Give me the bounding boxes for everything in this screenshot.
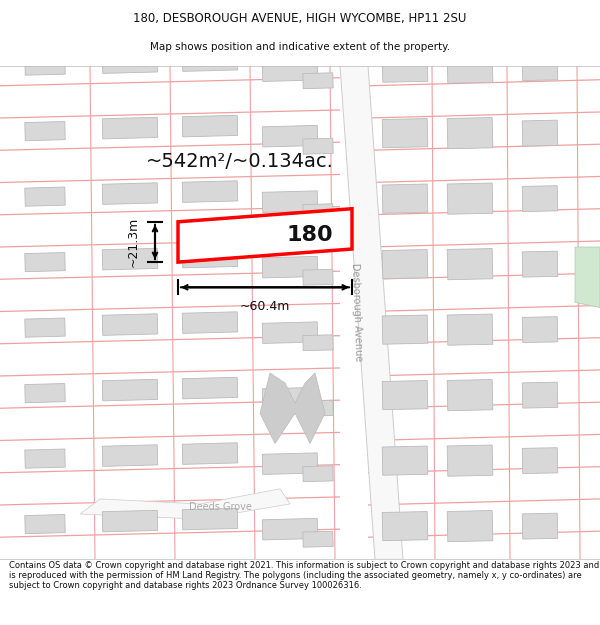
Polygon shape bbox=[262, 322, 318, 344]
Polygon shape bbox=[382, 53, 428, 82]
Text: Map shows position and indicative extent of the property.: Map shows position and indicative extent… bbox=[150, 42, 450, 52]
Polygon shape bbox=[382, 446, 428, 475]
Polygon shape bbox=[182, 378, 238, 399]
Polygon shape bbox=[262, 453, 318, 474]
Polygon shape bbox=[25, 253, 65, 272]
Text: 180, DESBOROUGH AVENUE, HIGH WYCOMBE, HP11 2SU: 180, DESBOROUGH AVENUE, HIGH WYCOMBE, HP… bbox=[133, 12, 467, 25]
Polygon shape bbox=[102, 379, 158, 401]
Polygon shape bbox=[522, 120, 558, 146]
Polygon shape bbox=[25, 384, 65, 402]
Polygon shape bbox=[382, 381, 428, 410]
Polygon shape bbox=[182, 442, 238, 464]
Polygon shape bbox=[25, 318, 65, 338]
Text: Desborough Avenue: Desborough Avenue bbox=[350, 263, 364, 362]
Polygon shape bbox=[522, 186, 558, 212]
Polygon shape bbox=[522, 54, 558, 81]
Polygon shape bbox=[262, 126, 318, 147]
Polygon shape bbox=[25, 121, 65, 141]
Polygon shape bbox=[447, 183, 493, 214]
Polygon shape bbox=[575, 247, 600, 308]
Polygon shape bbox=[447, 249, 493, 280]
Polygon shape bbox=[303, 138, 333, 154]
Polygon shape bbox=[447, 379, 493, 411]
Polygon shape bbox=[447, 445, 493, 476]
Polygon shape bbox=[340, 66, 403, 559]
Polygon shape bbox=[447, 314, 493, 345]
Polygon shape bbox=[262, 191, 318, 213]
Polygon shape bbox=[262, 518, 318, 540]
Polygon shape bbox=[303, 400, 333, 416]
Polygon shape bbox=[178, 209, 352, 262]
Polygon shape bbox=[25, 56, 65, 75]
Polygon shape bbox=[522, 251, 558, 277]
Polygon shape bbox=[522, 448, 558, 474]
Polygon shape bbox=[382, 249, 428, 279]
Polygon shape bbox=[25, 187, 65, 206]
Polygon shape bbox=[102, 182, 158, 204]
Polygon shape bbox=[182, 246, 238, 268]
Polygon shape bbox=[303, 335, 333, 351]
Polygon shape bbox=[262, 388, 318, 409]
Polygon shape bbox=[102, 52, 158, 73]
Polygon shape bbox=[25, 449, 65, 468]
Text: ~542m²/~0.134ac.: ~542m²/~0.134ac. bbox=[146, 152, 334, 171]
Polygon shape bbox=[25, 514, 65, 534]
Polygon shape bbox=[447, 511, 493, 542]
Polygon shape bbox=[382, 315, 428, 344]
Text: ~21.3m: ~21.3m bbox=[127, 217, 140, 267]
Polygon shape bbox=[522, 513, 558, 539]
Polygon shape bbox=[303, 466, 333, 482]
Polygon shape bbox=[303, 531, 333, 547]
Polygon shape bbox=[382, 184, 428, 213]
Polygon shape bbox=[262, 60, 318, 81]
Polygon shape bbox=[102, 248, 158, 270]
Polygon shape bbox=[102, 314, 158, 336]
Polygon shape bbox=[182, 508, 238, 530]
Polygon shape bbox=[303, 204, 333, 219]
Polygon shape bbox=[522, 382, 558, 408]
Polygon shape bbox=[182, 115, 238, 137]
Polygon shape bbox=[447, 52, 493, 83]
Polygon shape bbox=[102, 510, 158, 532]
Polygon shape bbox=[182, 312, 238, 333]
Polygon shape bbox=[182, 50, 238, 71]
Polygon shape bbox=[522, 317, 558, 342]
Text: Contains OS data © Crown copyright and database right 2021. This information is : Contains OS data © Crown copyright and d… bbox=[9, 561, 599, 591]
Polygon shape bbox=[303, 72, 333, 89]
Text: ~60.4m: ~60.4m bbox=[240, 301, 290, 313]
Polygon shape bbox=[80, 489, 290, 519]
Polygon shape bbox=[382, 119, 428, 148]
Polygon shape bbox=[182, 181, 238, 203]
Polygon shape bbox=[447, 118, 493, 149]
Polygon shape bbox=[262, 256, 318, 278]
Text: 180: 180 bbox=[287, 225, 334, 245]
Polygon shape bbox=[102, 118, 158, 139]
Polygon shape bbox=[382, 511, 428, 541]
Polygon shape bbox=[260, 373, 325, 444]
Text: Deeds Grove: Deeds Grove bbox=[188, 502, 251, 512]
Polygon shape bbox=[303, 269, 333, 285]
Polygon shape bbox=[102, 445, 158, 466]
